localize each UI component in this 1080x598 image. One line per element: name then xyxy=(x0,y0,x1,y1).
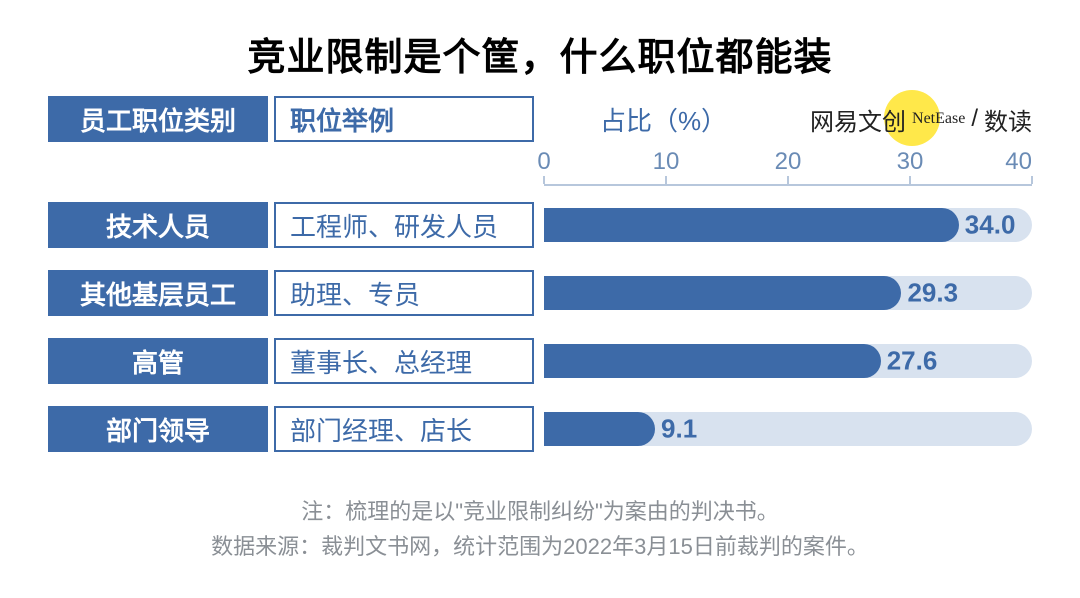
data-row: 部门领导部门经理、店长 9.1 xyxy=(48,406,1032,452)
bar-zone: 34.0 xyxy=(544,202,1032,248)
bar-value-label: 27.6 xyxy=(887,346,938,377)
category-cell: 技术人员 xyxy=(48,202,268,248)
footnote-line2: 数据来源：裁判文书网，统计范围为2022年3月15日前裁判的案件。 xyxy=(0,529,1080,564)
axis-tick-label: 30 xyxy=(897,148,924,176)
brand-block: 网易文创 NetEase / 数读 xyxy=(793,96,1032,142)
axis-tick-mark xyxy=(543,176,545,184)
bar-zone: 29.3 xyxy=(544,270,1032,316)
brand-part2: NetEase xyxy=(912,110,965,128)
axis-spacer xyxy=(48,142,534,186)
example-cell: 部门经理、店长 xyxy=(274,406,534,452)
axis-tick-mark xyxy=(665,176,667,184)
axis-tick-label: 10 xyxy=(653,148,680,176)
page-title: 竞业限制是个筐，什么职位都能装 xyxy=(0,0,1080,81)
axis-tick-label: 40 xyxy=(1005,148,1032,176)
example-cell: 董事长、总经理 xyxy=(274,338,534,384)
data-row: 技术人员工程师、研发人员 34.0 xyxy=(48,202,1032,248)
bar-wrap: 9.1 xyxy=(544,412,1032,446)
bar-fg xyxy=(544,276,901,310)
header-example-cell: 职位举例 xyxy=(274,96,534,142)
axis-tick-mark xyxy=(1031,176,1033,184)
content-area: 员工职位类别 职位举例 占比（%） 网易文创 NetEase / 数读 0 10 2… xyxy=(48,96,1032,474)
bar-value-label: 29.3 xyxy=(907,278,958,309)
bar-wrap: 34.0 xyxy=(544,208,1032,242)
axis-row: 0 10 20 30 40 xyxy=(48,142,1032,186)
category-cell: 其他基层员工 xyxy=(48,270,268,316)
axis-ticks: 010203040 xyxy=(544,142,1032,186)
axis-tick-label: 0 xyxy=(537,148,550,176)
example-cell: 助理、专员 xyxy=(274,270,534,316)
axis-tick-mark xyxy=(909,176,911,184)
bar-wrap: 27.6 xyxy=(544,344,1032,378)
category-cell: 高管 xyxy=(48,338,268,384)
axis-tick-label: 20 xyxy=(775,148,802,176)
bar-value-label: 9.1 xyxy=(661,414,697,445)
bar-fg xyxy=(544,208,959,242)
category-cell: 部门领导 xyxy=(48,406,268,452)
axis-baseline xyxy=(544,184,1032,186)
header-category-cell: 员工职位类别 xyxy=(48,96,268,142)
axis-title: 占比（%） xyxy=(544,96,783,142)
bar-zone: 27.6 xyxy=(544,338,1032,384)
bar-fg xyxy=(544,412,655,446)
example-cell: 工程师、研发人员 xyxy=(274,202,534,248)
bar-wrap: 29.3 xyxy=(544,276,1032,310)
footnotes: 注：梳理的是以"竞业限制纠纷"为案由的判决书。 数据来源：裁判文书网，统计范围为… xyxy=(0,494,1080,564)
data-rows: 技术人员工程师、研发人员 34.0 其他基层员工助理、专员 29.3 高管董事长、总经理… xyxy=(48,202,1032,452)
bar-value-label: 34.0 xyxy=(965,210,1016,241)
brand-part3: 数读 xyxy=(984,102,1032,137)
header-row: 员工职位类别 职位举例 占比（%） 网易文创 NetEase / 数读 xyxy=(48,96,1032,142)
data-row: 其他基层员工助理、专员 29.3 xyxy=(48,270,1032,316)
brand-sep: / xyxy=(971,105,978,133)
brand-part1: 网易文创 xyxy=(810,102,906,137)
bar-zone: 9.1 xyxy=(544,406,1032,452)
bar-fg xyxy=(544,344,881,378)
data-row: 高管董事长、总经理 27.6 xyxy=(48,338,1032,384)
axis-tick-mark xyxy=(787,176,789,184)
footnote-line1: 注：梳理的是以"竞业限制纠纷"为案由的判决书。 xyxy=(0,494,1080,529)
